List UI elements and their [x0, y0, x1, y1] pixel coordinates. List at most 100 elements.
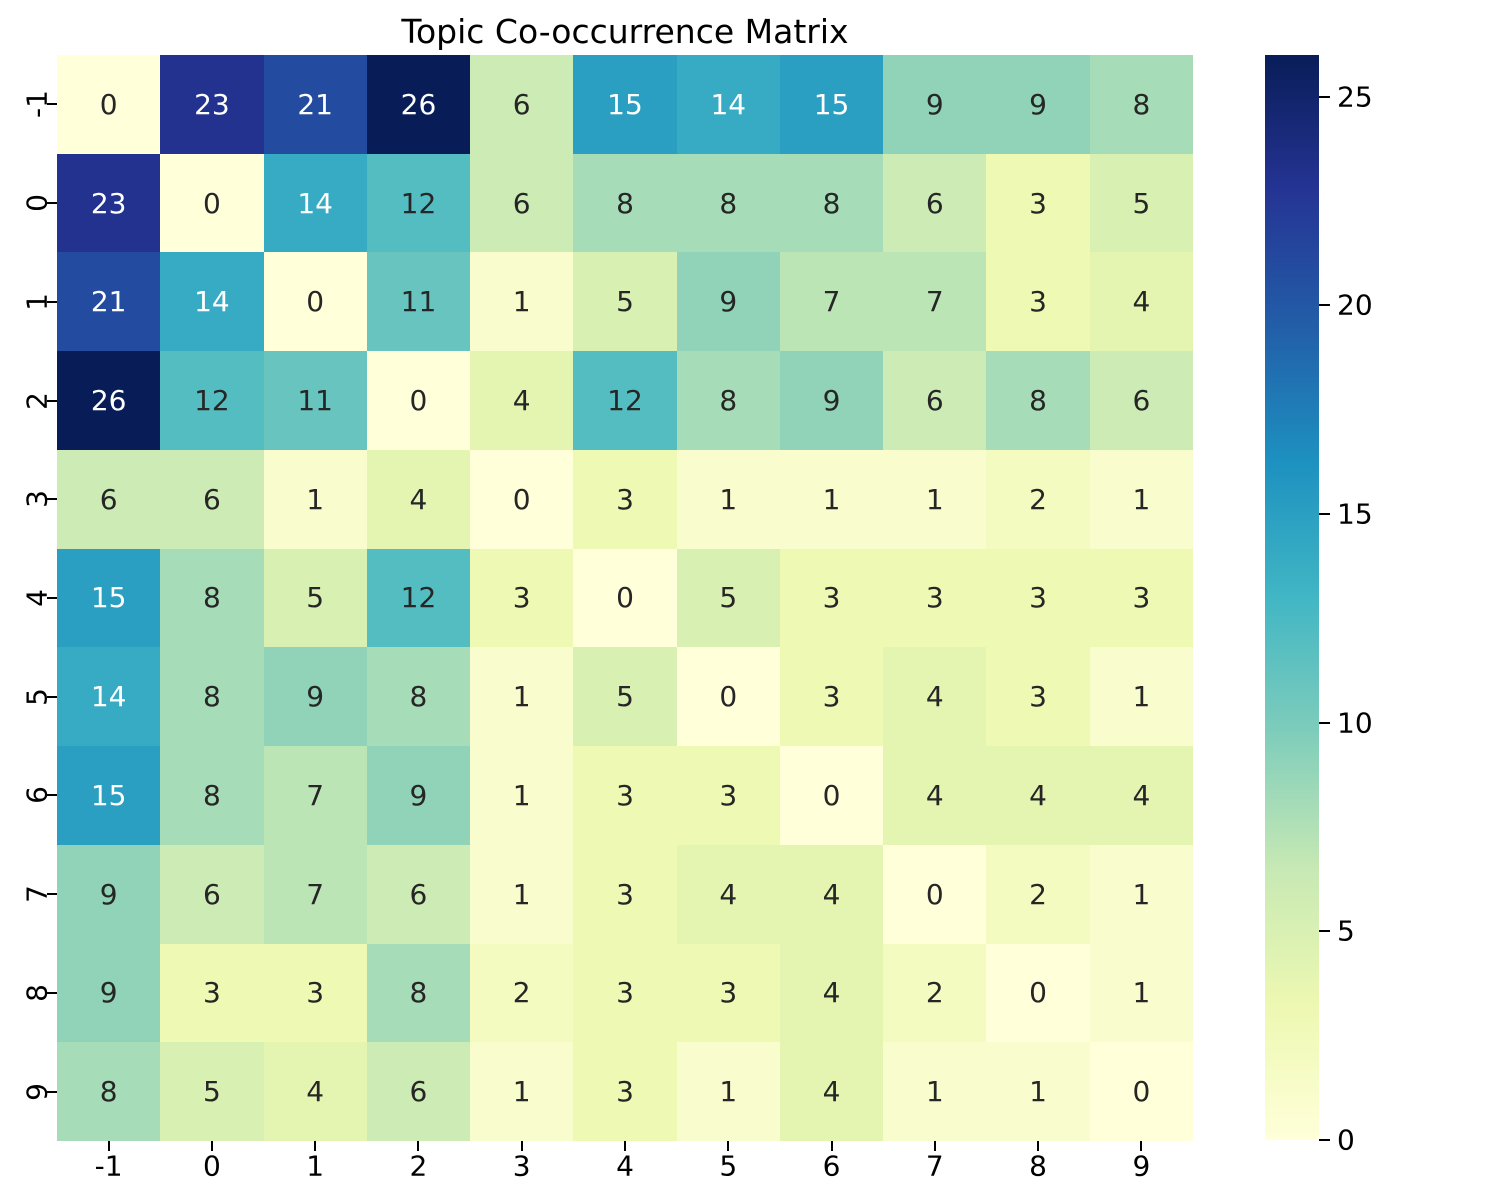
heatmap-cell: 0: [573, 548, 677, 648]
heatmap-cell: 6: [160, 844, 264, 944]
tick-mark: [1037, 1141, 1040, 1151]
heatmap-cell: 0: [470, 449, 574, 549]
heatmap-cell: 12: [366, 153, 471, 253]
heatmap-cell: 4: [883, 647, 987, 747]
heatmap-cell: 6: [366, 844, 471, 944]
heatmap-cell: 3: [779, 548, 884, 648]
heatmap-cell: 6: [366, 1042, 471, 1141]
heatmap-cell: 8: [366, 647, 471, 747]
heatmap-cell: 9: [986, 55, 1090, 154]
heatmap-cell: 3: [986, 252, 1090, 352]
heatmap-cell: 8: [573, 153, 677, 253]
heatmap-cell: 6: [57, 449, 161, 549]
colorbar-tick-label: 25: [1337, 80, 1373, 114]
heatmap-cell: 8: [366, 943, 471, 1043]
heatmap-cell: 6: [160, 449, 264, 549]
heatmap-cell: 8: [160, 746, 264, 845]
heatmap-cell: 0: [676, 647, 780, 747]
tick-mark: [830, 1141, 833, 1151]
heatmap-cell: 6: [470, 153, 574, 253]
heatmap-cell: 9: [57, 943, 161, 1043]
y-tick-label: 7: [20, 885, 54, 904]
heatmap-cell: 21: [57, 252, 161, 352]
x-tick-label: -1: [94, 1149, 123, 1183]
colorbar-tick-label: 5: [1337, 914, 1355, 948]
heatmap-cell: 0: [263, 252, 367, 352]
heatmap-cell: 1: [883, 449, 987, 549]
heatmap-cell: 7: [263, 844, 367, 944]
tick-mark: [520, 1141, 523, 1151]
heatmap-cell: 5: [1089, 153, 1193, 253]
heatmap-cell: 26: [57, 351, 161, 450]
tick-mark: [47, 103, 57, 106]
heatmap-cell: 3: [470, 548, 574, 648]
heatmap-cell: 8: [676, 153, 780, 253]
heatmap-cell: 3: [779, 647, 884, 747]
x-tick-label: 4: [616, 1149, 634, 1183]
heatmap-cell: 3: [263, 943, 367, 1043]
heatmap-cell: 3: [676, 746, 780, 845]
heatmap-cell: 9: [366, 746, 471, 845]
tick-mark: [47, 893, 57, 896]
heatmap-cell: 4: [470, 351, 574, 450]
heatmap-cell: 3: [883, 548, 987, 648]
heatmap-cell: 3: [573, 844, 677, 944]
y-tick-label: 0: [20, 194, 54, 212]
heatmap-cell: 1: [986, 1042, 1090, 1141]
heatmap-cell: 14: [676, 55, 780, 154]
heatmap-cell: 3: [573, 746, 677, 845]
heatmap-cell: 8: [1089, 55, 1193, 154]
tick-mark: [1140, 1141, 1143, 1151]
tick-mark: [47, 202, 57, 205]
tick-mark: [47, 794, 57, 797]
heatmap-cell: 3: [573, 943, 677, 1043]
heatmap-cell: 2: [986, 449, 1090, 549]
tick-mark: [1319, 721, 1330, 724]
heatmap-cell: 8: [160, 548, 264, 648]
heatmap-cell: 4: [779, 1042, 884, 1141]
y-tick-label: 8: [20, 983, 54, 1002]
tick-mark: [727, 1141, 730, 1151]
heatmap-cell: 11: [366, 252, 471, 352]
heatmap-cell: 7: [883, 252, 987, 352]
colorbar: [1265, 55, 1319, 1140]
heatmap-cell: 5: [573, 647, 677, 747]
chart-title: Topic Co-occurrence Matrix: [401, 12, 849, 51]
x-tick-label: 3: [512, 1149, 531, 1183]
y-tick-label: 1: [20, 292, 54, 311]
heatmap-cell: 0: [883, 844, 987, 944]
heatmap-cell: 12: [366, 548, 471, 648]
heatmap-cell: 6: [883, 153, 987, 253]
heatmap-cell: 3: [573, 1042, 677, 1141]
y-tick-label: 4: [20, 589, 54, 607]
heatmap-cell: 2: [986, 844, 1090, 944]
tick-mark: [417, 1141, 420, 1151]
tick-mark: [933, 1141, 936, 1151]
heatmap-cell: 0: [779, 746, 884, 845]
x-tick-label: 5: [719, 1149, 738, 1183]
heatmap-cell: 1: [1089, 943, 1193, 1043]
heatmap-cell: 15: [57, 548, 161, 648]
heatmap-cell: 4: [779, 844, 884, 944]
heatmap-cell: 1: [1089, 449, 1193, 549]
heatmap-cell: 8: [160, 647, 264, 747]
tick-mark: [47, 695, 57, 698]
heatmap-cell: 4: [779, 943, 884, 1043]
heatmap-cell: 12: [160, 351, 264, 450]
y-tick-label: -1: [20, 90, 54, 119]
tick-mark: [47, 399, 57, 402]
heatmap-cell: 4: [986, 746, 1090, 845]
heatmap-cell: 9: [883, 55, 987, 154]
y-tick-label: 6: [20, 786, 54, 805]
heatmap-cell: 3: [1089, 548, 1193, 648]
heatmap-cell: 15: [573, 55, 677, 154]
tick-mark: [47, 300, 57, 303]
x-tick-label: 9: [1132, 1149, 1151, 1183]
heatmap-cell: 4: [1089, 746, 1193, 845]
heatmap-cell: 26: [366, 55, 471, 154]
heatmap-cell: 7: [263, 746, 367, 845]
heatmap-cell: 9: [676, 252, 780, 352]
heatmap-cell: 8: [676, 351, 780, 450]
heatmap-cell: 7: [779, 252, 884, 352]
y-tick-label: 5: [20, 687, 54, 706]
